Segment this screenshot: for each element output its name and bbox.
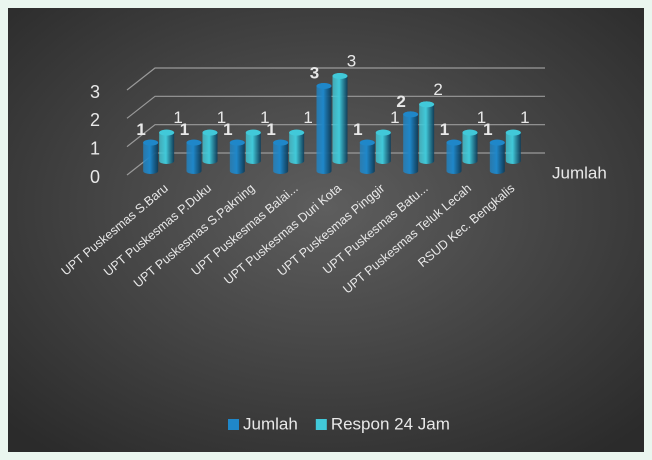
- bar: [159, 129, 175, 164]
- bar: [359, 139, 375, 174]
- data-label: 2: [433, 80, 442, 99]
- bar: [505, 129, 521, 164]
- y-tick-label: 2: [90, 110, 100, 130]
- data-label: 1: [353, 120, 362, 139]
- data-label: 1: [520, 108, 529, 127]
- data-label: 1: [477, 108, 486, 127]
- bar-top: [375, 129, 391, 136]
- bar-top: [245, 129, 261, 136]
- data-label: 1: [266, 120, 275, 139]
- data-label: 3: [310, 63, 319, 82]
- bar-top: [229, 139, 245, 146]
- data-label: 1: [223, 120, 232, 139]
- bar-top: [332, 73, 348, 79]
- data-label: 1: [173, 108, 182, 127]
- data-label: 1: [483, 120, 492, 139]
- data-label: 1: [217, 108, 226, 127]
- bar: [462, 129, 478, 164]
- bar-top: [159, 129, 175, 136]
- bar-top: [419, 101, 435, 108]
- bar: [419, 101, 435, 164]
- bar: [489, 139, 505, 174]
- legend-label: Jumlah: [243, 414, 298, 433]
- bar-top: [489, 139, 505, 146]
- bar-top: [359, 139, 375, 146]
- data-label: 1: [260, 108, 269, 127]
- grid-line: [126, 67, 545, 91]
- bar-top: [316, 83, 332, 89]
- bar: [403, 111, 419, 174]
- bar-top: [186, 139, 202, 146]
- data-label: 1: [180, 120, 189, 139]
- panel: [8, 8, 644, 452]
- bar: [229, 139, 245, 174]
- data-label: 3: [347, 51, 356, 70]
- y-tick-label: 0: [90, 167, 100, 187]
- bar: [186, 139, 202, 174]
- legend-swatch: [315, 419, 327, 430]
- y-tick-label: 3: [90, 82, 100, 102]
- bar-top: [289, 129, 305, 136]
- bar: [332, 73, 348, 164]
- bar: [273, 139, 289, 174]
- bar-top: [202, 129, 218, 136]
- bar-top: [505, 129, 521, 136]
- data-label: 1: [440, 120, 449, 139]
- bar-top: [273, 139, 289, 146]
- legend-label: Respon 24 Jam: [331, 414, 450, 433]
- bar: [446, 139, 462, 174]
- data-label: 2: [396, 92, 405, 111]
- bar-top: [446, 139, 462, 146]
- y-tick-label: 1: [90, 138, 100, 158]
- data-label: 1: [303, 108, 312, 127]
- bar: [289, 129, 305, 164]
- bar: [143, 139, 159, 174]
- bar: [316, 83, 332, 174]
- bar-top: [143, 139, 159, 146]
- bar: [245, 129, 261, 164]
- depth-axis-label: Jumlah: [552, 163, 607, 182]
- data-label: 1: [136, 120, 145, 139]
- bar-top: [403, 111, 419, 118]
- data-label: 1: [390, 108, 399, 127]
- grid-line: [126, 95, 545, 119]
- bar: [375, 129, 391, 164]
- bar: [202, 129, 218, 164]
- bar-top: [462, 129, 478, 136]
- legend-swatch: [228, 419, 239, 430]
